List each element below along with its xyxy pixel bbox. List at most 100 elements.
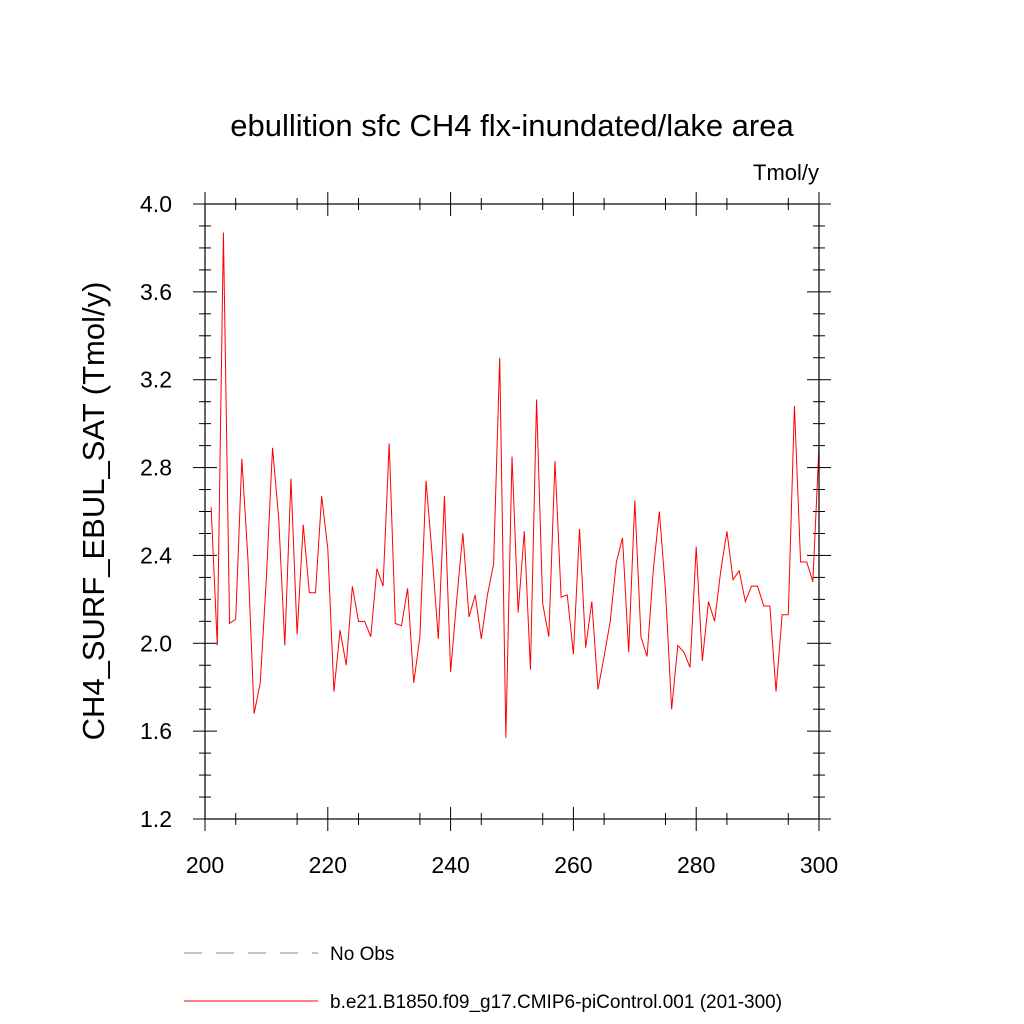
data-point: [419, 636, 420, 637]
x-tick-label: 300: [800, 852, 838, 878]
x-tick-label: 220: [309, 852, 347, 878]
y-tick-label: 1.2: [140, 806, 172, 832]
data-point: [683, 651, 684, 652]
units-label: Tmol/y: [753, 160, 819, 185]
y-tick-label: 4.0: [140, 191, 172, 217]
x-tick-label: 280: [677, 852, 715, 878]
data-point: [395, 623, 396, 624]
series-line-0: [210, 232, 820, 738]
data-point: [413, 682, 414, 683]
data-point: [260, 682, 261, 683]
y-axis-label: CH4_SURF_EBUL_SAT (Tmol/y): [76, 282, 111, 741]
data-point: [775, 691, 776, 692]
data-point: [499, 357, 500, 358]
data-point: [321, 496, 322, 497]
data-point: [297, 634, 298, 635]
data-point: [591, 601, 592, 602]
data-point: [708, 601, 709, 602]
y-tick-label: 3.2: [140, 367, 172, 393]
data-point: [689, 667, 690, 668]
data-point: [241, 458, 242, 459]
data-point: [806, 561, 807, 562]
data-point: [554, 460, 555, 461]
data-point: [610, 621, 611, 622]
data-point: [751, 586, 752, 587]
data-point: [702, 660, 703, 661]
data-point: [757, 586, 758, 587]
data-point: [254, 713, 255, 714]
data-point: [450, 671, 451, 672]
data-point: [640, 636, 641, 637]
data-point: [536, 399, 537, 400]
y-tick-label: 1.6: [140, 718, 172, 744]
data-point: [401, 625, 402, 626]
data-point: [487, 594, 488, 595]
data-point: [333, 691, 334, 692]
x-tick-label: 260: [554, 852, 592, 878]
data-point: [370, 636, 371, 637]
chart-title: ebullition sfc CH4 flx-inundated/lake ar…: [230, 108, 794, 143]
data-point: [223, 232, 224, 233]
data-point: [462, 533, 463, 534]
x-tick-label: 240: [431, 852, 469, 878]
data-point: [284, 645, 285, 646]
y-tick-label: 3.6: [140, 279, 172, 305]
data-point: [493, 564, 494, 565]
data-point: [696, 546, 697, 547]
data-point: [548, 636, 549, 637]
data-point: [579, 528, 580, 529]
data-point: [788, 614, 789, 615]
data-point: [211, 507, 212, 508]
data-point: [567, 594, 568, 595]
axis-ticks: [193, 192, 831, 831]
data-point: [235, 619, 236, 620]
data-layer: [210, 232, 820, 738]
data-point: [782, 614, 783, 615]
y-tick-label: 2.4: [140, 542, 172, 568]
data-point: [444, 496, 445, 497]
data-point: [573, 654, 574, 655]
data-point: [597, 689, 598, 690]
data-point: [677, 645, 678, 646]
data-point: [432, 555, 433, 556]
data-point: [339, 630, 340, 631]
data-point: [561, 597, 562, 598]
legend: No Obs b.e21.B1850.f09_g17.CMIP6-piContr…: [184, 944, 782, 1013]
data-point: [518, 612, 519, 613]
data-point: [769, 605, 770, 606]
y-tick-label: 2.8: [140, 455, 172, 481]
data-point: [726, 531, 727, 532]
data-point: [542, 603, 543, 604]
data-point: [628, 651, 629, 652]
data-point: [665, 590, 666, 591]
data-point: [739, 570, 740, 571]
data-point: [585, 647, 586, 648]
data-point: [634, 500, 635, 501]
data-point: [315, 592, 316, 593]
data-point: [358, 621, 359, 622]
data-point: [468, 616, 469, 617]
data-point: [616, 561, 617, 562]
data-point: [505, 737, 506, 738]
data-point: [714, 621, 715, 622]
data-point: [763, 605, 764, 606]
data-point: [800, 561, 801, 562]
data-point: [272, 447, 273, 448]
data-point: [327, 548, 328, 549]
legend-label-no-obs: No Obs: [330, 944, 394, 965]
data-point: [389, 443, 390, 444]
data-point: [247, 559, 248, 560]
x-tick-label: 200: [186, 852, 224, 878]
data-point: [456, 599, 457, 600]
data-point: [745, 601, 746, 602]
data-point: [530, 669, 531, 670]
tick-labels: 200 220 240 260 280 300 1.2 1.6 2.0 2.4 2.8 3.2 3.6 4…: [140, 191, 838, 878]
data-point: [364, 621, 365, 622]
data-point: [407, 588, 408, 589]
data-point: [303, 524, 304, 525]
data-point: [481, 638, 482, 639]
plot-frame: [204, 203, 820, 820]
data-point: [511, 456, 512, 457]
data-point: [622, 537, 623, 538]
